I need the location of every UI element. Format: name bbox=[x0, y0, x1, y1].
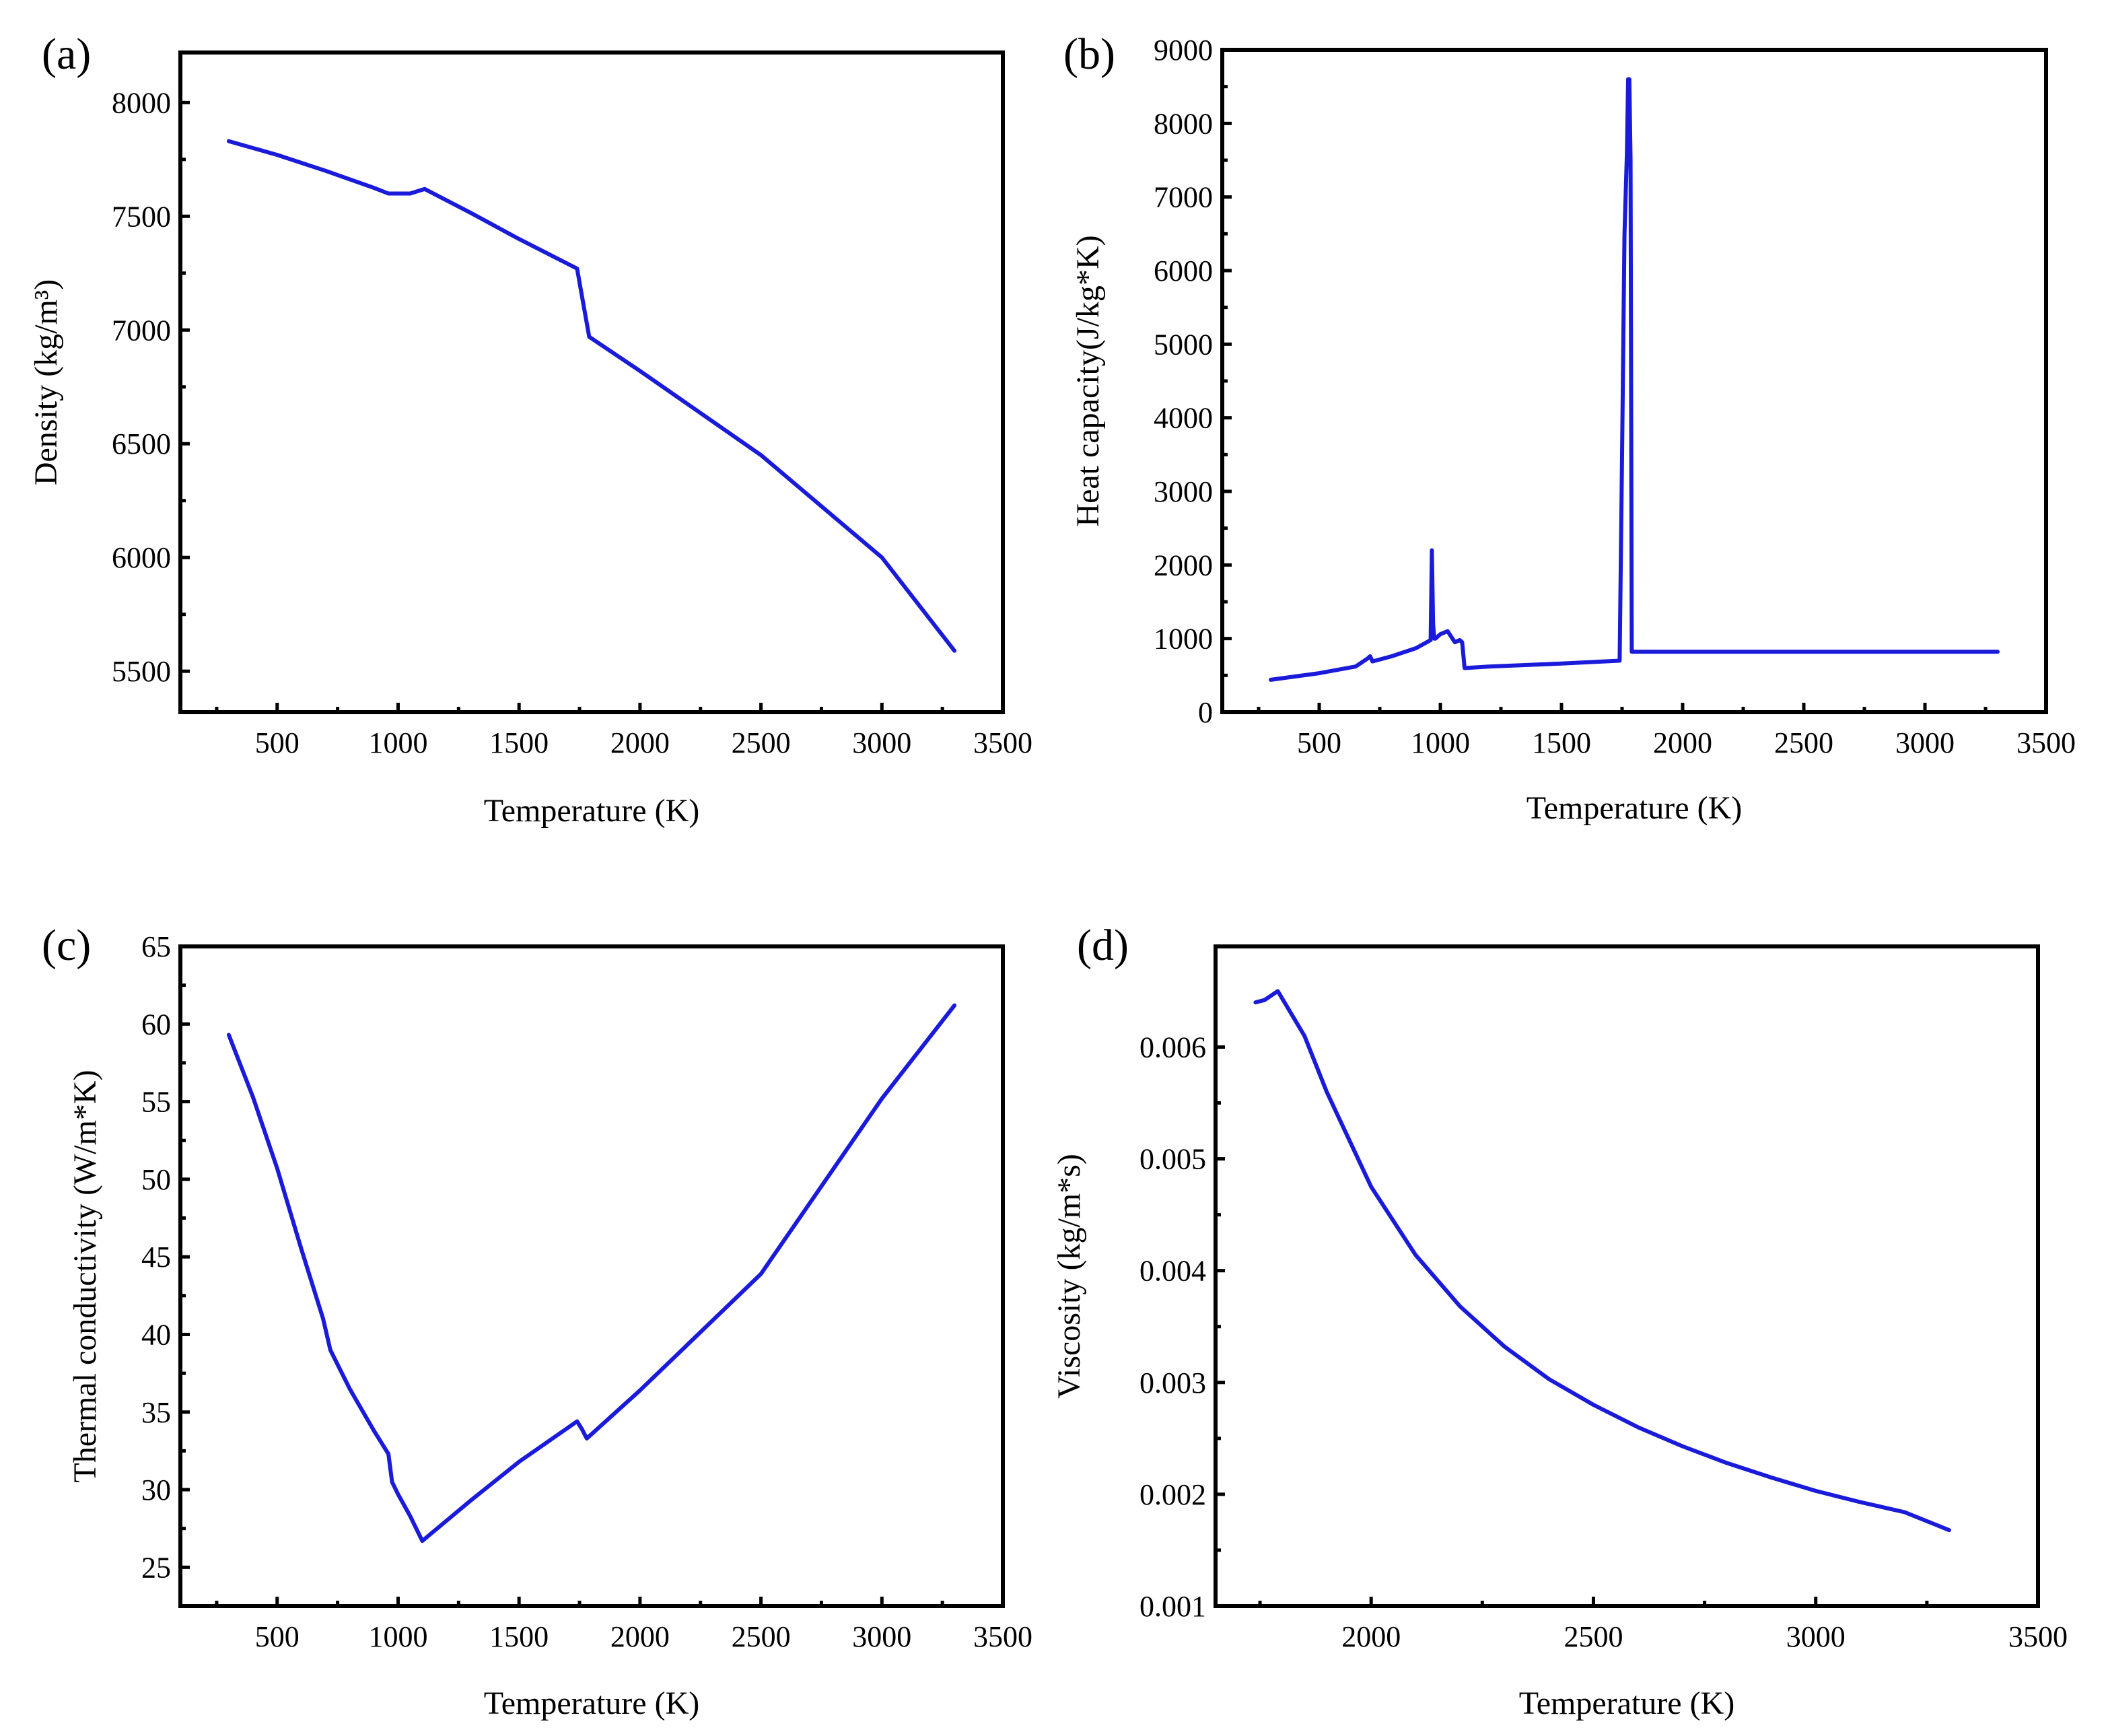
y-tick-label: 40 bbox=[141, 1318, 171, 1351]
x-tick-label: 3000 bbox=[852, 1620, 911, 1653]
x-tick-label: 2500 bbox=[1564, 1620, 1623, 1653]
x-tick-label: 2500 bbox=[1774, 726, 1833, 759]
y-tick-label: 6000 bbox=[1154, 254, 1213, 287]
x-tick-label: 3000 bbox=[852, 726, 911, 759]
x-tick-label: 500 bbox=[255, 726, 300, 759]
chart-panel-d: (d) 2000 2500 3000 3500 0.001 0.002 0.003 0.004… bbox=[1051, 921, 2068, 1721]
panel-letter-b: (b) bbox=[1063, 30, 1115, 79]
y-tick-label: 3000 bbox=[1154, 475, 1213, 508]
y-tick-label: 4000 bbox=[1154, 402, 1213, 435]
y-tick-label: 0.004 bbox=[1139, 1255, 1206, 1288]
y-tick-label: 30 bbox=[141, 1473, 171, 1506]
x-tick-label: 1000 bbox=[368, 1620, 427, 1653]
y-tick-label: 8000 bbox=[112, 86, 171, 119]
y-tick-label: 35 bbox=[141, 1396, 171, 1429]
y-tick-label: 0 bbox=[1198, 696, 1213, 729]
y-tick-label: 0.003 bbox=[1139, 1366, 1206, 1399]
y-tick-label: 65 bbox=[141, 930, 171, 963]
y-tick-label: 25 bbox=[141, 1551, 171, 1584]
x-tick-label: 3500 bbox=[2008, 1620, 2068, 1653]
y-tick-label: 6500 bbox=[112, 427, 171, 460]
x-tick-label: 2000 bbox=[610, 1620, 670, 1653]
x-tick-label: 2000 bbox=[1653, 726, 1712, 759]
y-tick-label: 7000 bbox=[112, 314, 171, 347]
plot-frame bbox=[178, 50, 1005, 714]
x-axis-title: Temperature (K) bbox=[1519, 1686, 1734, 1721]
thermal-conductivity-line bbox=[226, 1003, 957, 1543]
heat-capacity-line bbox=[1269, 77, 2000, 682]
x-tick-label: 2500 bbox=[732, 1620, 791, 1653]
y-tick-label: 0.002 bbox=[1139, 1478, 1206, 1511]
y-axis-title: Viscosity (kg/m*s) bbox=[1051, 1154, 1087, 1399]
viscosity-line bbox=[1253, 989, 1951, 1533]
y-tick-label: 0.001 bbox=[1139, 1590, 1206, 1623]
x-tick-label: 500 bbox=[1297, 726, 1341, 759]
x-tick-label: 2500 bbox=[732, 726, 791, 759]
x-tick-label: 1500 bbox=[489, 726, 549, 759]
plot-frame bbox=[1214, 944, 2040, 1608]
x-tick-label: 1500 bbox=[1532, 726, 1591, 759]
panel-letter-c: (c) bbox=[42, 921, 91, 970]
y-axis-title: Heat capacity(J/kg*K) bbox=[1070, 235, 1106, 526]
density-line bbox=[226, 139, 957, 653]
chart-panel-c: (c) 500 1000 1500 2000 2500 3000 3500 25 30 35 40 4… bbox=[42, 921, 1032, 1721]
chart-panel-a: (a) 500 1000 1500 2000 2500 3000 3500 5500 6000 6… bbox=[28, 30, 1032, 829]
x-tick-label: 3000 bbox=[1895, 726, 1955, 759]
y-tick-label: 5000 bbox=[1154, 328, 1213, 361]
y-tick-label: 9000 bbox=[1154, 34, 1213, 67]
y-tick-label: 7000 bbox=[1154, 181, 1213, 214]
panel-letter-a: (a) bbox=[42, 30, 91, 79]
x-axis-title: Temperature (K) bbox=[1526, 790, 1742, 826]
y-axis-title: Thermal conductivity (W/m*K) bbox=[67, 1070, 103, 1482]
y-tick-label: 0.005 bbox=[1139, 1143, 1206, 1176]
y-tick-label: 7500 bbox=[112, 200, 171, 233]
x-axis-title: Temperature (K) bbox=[484, 793, 699, 829]
y-tick-label: 6000 bbox=[112, 541, 171, 574]
panel-letter-d: (d) bbox=[1077, 921, 1129, 970]
x-axis-title: Temperature (K) bbox=[484, 1686, 699, 1721]
y-tick-label: 50 bbox=[141, 1163, 171, 1196]
tick-labels: 2000 2500 3000 3500 0.001 0.002 0.003 0.004 0.00… bbox=[1139, 1031, 2068, 1653]
y-tick-label: 0.006 bbox=[1139, 1031, 1206, 1064]
x-tick-label: 3500 bbox=[2016, 726, 2076, 759]
x-tick-label: 2000 bbox=[1341, 1620, 1401, 1653]
x-tick-label: 3000 bbox=[1786, 1620, 1846, 1653]
tick-labels: 500 1000 1500 2000 2500 3000 3500 0 1000 2000 3000… bbox=[1154, 34, 2076, 759]
chart-panel-b: (b) 500 1000 1500 2000 2500 3000 3500 0 1000 2000… bbox=[1063, 30, 2076, 826]
x-tick-label: 500 bbox=[255, 1620, 300, 1653]
x-tick-label: 3500 bbox=[973, 1620, 1032, 1653]
y-tick-label: 2000 bbox=[1154, 549, 1213, 582]
y-tick-label: 45 bbox=[141, 1241, 171, 1274]
x-tick-label: 2000 bbox=[610, 726, 670, 759]
plot-frame bbox=[178, 944, 1005, 1608]
x-tick-label: 1000 bbox=[1411, 726, 1470, 759]
x-tick-label: 1000 bbox=[368, 726, 427, 759]
tick-labels: 500 1000 1500 2000 2500 3000 3500 25 30 35 40 45 50 5… bbox=[141, 930, 1032, 1653]
x-tick-label: 3500 bbox=[973, 726, 1032, 759]
x-tick-label: 1500 bbox=[489, 1620, 549, 1653]
y-tick-label: 60 bbox=[141, 1008, 171, 1041]
y-axis-title: Density (kg/m³) bbox=[28, 279, 64, 485]
y-tick-label: 1000 bbox=[1154, 623, 1213, 656]
y-tick-label: 8000 bbox=[1154, 107, 1213, 140]
y-tick-label: 5500 bbox=[112, 655, 171, 688]
plot-frame bbox=[1220, 48, 2048, 714]
tick-labels: 500 1000 1500 2000 2500 3000 3500 5500 6000 6500 7… bbox=[112, 86, 1032, 759]
y-tick-label: 55 bbox=[141, 1086, 171, 1119]
